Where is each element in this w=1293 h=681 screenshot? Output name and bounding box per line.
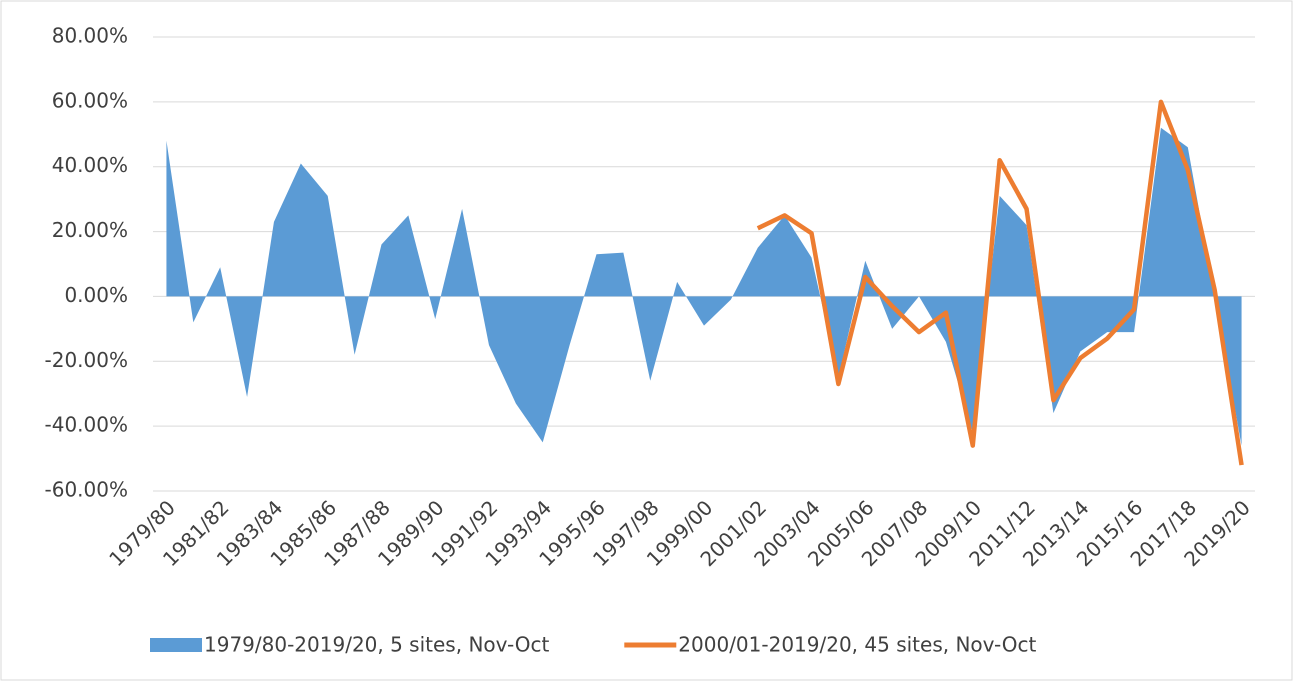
legend-label: 1979/80-2019/20, 5 sites, Nov-Oct xyxy=(204,633,549,657)
y-tick-label: 40.00% xyxy=(52,153,128,177)
y-tick-label: -40.00% xyxy=(45,413,128,437)
y-tick-label: -20.00% xyxy=(45,348,128,372)
y-tick-label: 20.00% xyxy=(52,218,128,242)
y-tick-label: 80.00% xyxy=(52,24,128,48)
line xyxy=(756,99,1244,466)
legend-swatch xyxy=(150,638,202,652)
y-tick-label: 0.00% xyxy=(64,283,128,307)
y-tick-label: 60.00% xyxy=(52,88,128,112)
y-tick-label: -60.00% xyxy=(45,478,128,502)
legend-label: 2000/01-2019/20, 45 sites, Nov-Oct xyxy=(678,633,1036,657)
area xyxy=(166,127,1242,446)
